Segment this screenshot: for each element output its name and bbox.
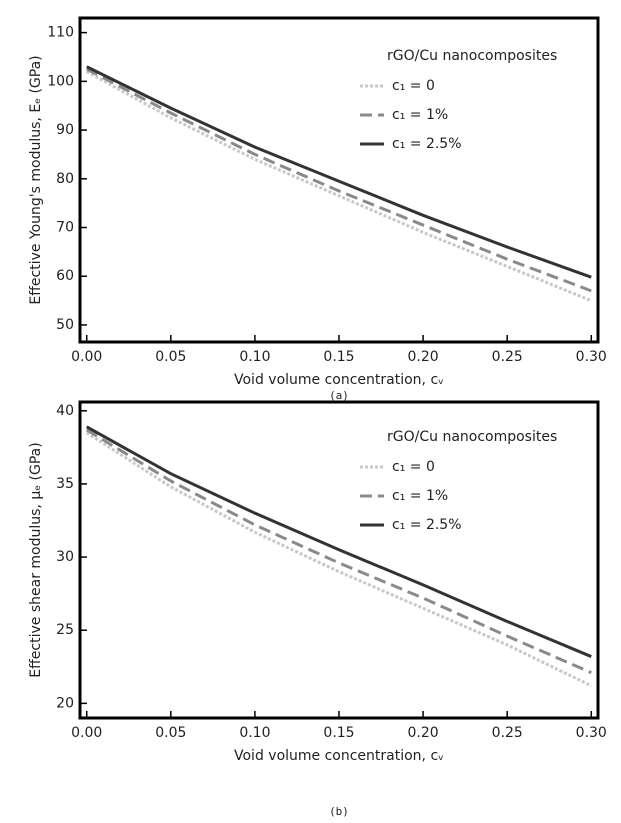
x-axis-label: Void volume concentration, cᵥ [234, 748, 444, 764]
y-tick-label: 90 [56, 122, 74, 138]
x-tick-label: 0.15 [323, 349, 354, 365]
legend-label: c₁ = 1% [392, 488, 448, 504]
y-tick-label: 110 [47, 25, 74, 41]
x-tick-label: 0.00 [71, 725, 102, 741]
legend-label: c₁ = 0 [392, 78, 435, 94]
series-line [85, 431, 592, 688]
y-tick-label: 25 [56, 622, 74, 638]
y-axis-label: Effective shear modulus, μₑ (GPa) [28, 442, 44, 677]
y-tick-label: 70 [56, 220, 74, 236]
y-tick-label: 60 [56, 268, 74, 284]
y-tick-label: 50 [56, 317, 74, 333]
caption: (b) [329, 805, 349, 818]
series-line [86, 65, 592, 279]
x-axis-label: Void volume concentration, cᵥ [234, 372, 444, 388]
series-line [86, 67, 592, 293]
y-tick-label: 35 [56, 476, 74, 492]
x-tick-label: 0.20 [408, 349, 439, 365]
y-tick-label: 100 [47, 73, 74, 89]
series-line [85, 428, 592, 675]
caption: (a) [329, 389, 349, 402]
x-tick-label: 0.10 [239, 725, 270, 741]
legend-label: c₁ = 2.5% [392, 136, 462, 152]
y-axis-label: Effective Young's modulus, Eₑ (GPa) [28, 55, 44, 304]
y-tick-label: 80 [56, 171, 74, 187]
x-tick-label: 0.05 [155, 349, 186, 365]
x-tick-label: 0.00 [71, 349, 102, 365]
legend-label: c₁ = 1% [392, 107, 448, 123]
plot-frame [78, 400, 600, 720]
x-tick-label: 0.25 [492, 725, 523, 741]
y-tick-label: 20 [56, 695, 74, 711]
series-line [85, 425, 592, 658]
x-tick-label: 0.10 [239, 349, 270, 365]
y-tick-label: 40 [56, 403, 74, 419]
y-tick-label: 30 [56, 549, 74, 565]
x-tick-label: 0.05 [155, 725, 186, 741]
x-tick-label: 0.30 [576, 725, 607, 741]
legend-title: rGO/Cu nanocomposites [387, 48, 557, 64]
x-tick-label: 0.20 [408, 725, 439, 741]
x-tick-label: 0.15 [323, 725, 354, 741]
plot-frame [78, 16, 600, 344]
x-tick-label: 0.30 [576, 349, 607, 365]
legend-label: c₁ = 2.5% [392, 517, 462, 533]
legend-label: c₁ = 0 [392, 459, 435, 475]
x-tick-label: 0.25 [492, 349, 523, 365]
series-line [86, 70, 592, 302]
legend-title: rGO/Cu nanocomposites [387, 429, 557, 445]
